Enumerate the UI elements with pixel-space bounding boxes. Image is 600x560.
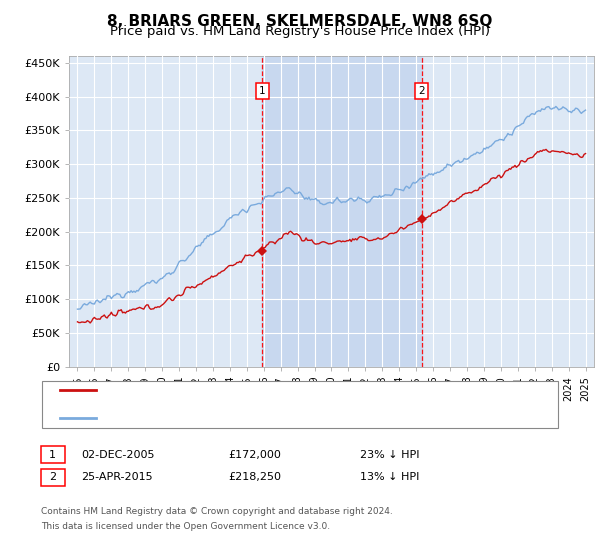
Text: 23% ↓ HPI: 23% ↓ HPI — [360, 450, 419, 460]
Text: 2: 2 — [49, 472, 56, 482]
Text: 02-DEC-2005: 02-DEC-2005 — [81, 450, 155, 460]
Text: Price paid vs. HM Land Registry's House Price Index (HPI): Price paid vs. HM Land Registry's House … — [110, 25, 490, 38]
Text: 8, BRIARS GREEN, SKELMERSDALE, WN8 6SQ: 8, BRIARS GREEN, SKELMERSDALE, WN8 6SQ — [107, 14, 493, 29]
Text: 13% ↓ HPI: 13% ↓ HPI — [360, 472, 419, 482]
Text: 1: 1 — [49, 450, 56, 460]
Text: Contains HM Land Registry data © Crown copyright and database right 2024.: Contains HM Land Registry data © Crown c… — [41, 507, 392, 516]
Text: HPI: Average price, detached house, West Lancashire: HPI: Average price, detached house, West… — [105, 413, 397, 423]
Bar — [262, 56, 422, 367]
Text: £218,250: £218,250 — [228, 472, 281, 482]
Text: 8, BRIARS GREEN, SKELMERSDALE, WN8 6SQ (detached house): 8, BRIARS GREEN, SKELMERSDALE, WN8 6SQ (… — [105, 385, 453, 395]
Text: 1: 1 — [259, 86, 266, 96]
Text: This data is licensed under the Open Government Licence v3.0.: This data is licensed under the Open Gov… — [41, 522, 330, 531]
Text: £172,000: £172,000 — [228, 450, 281, 460]
Text: 25-APR-2015: 25-APR-2015 — [81, 472, 152, 482]
Text: 2: 2 — [418, 86, 425, 96]
